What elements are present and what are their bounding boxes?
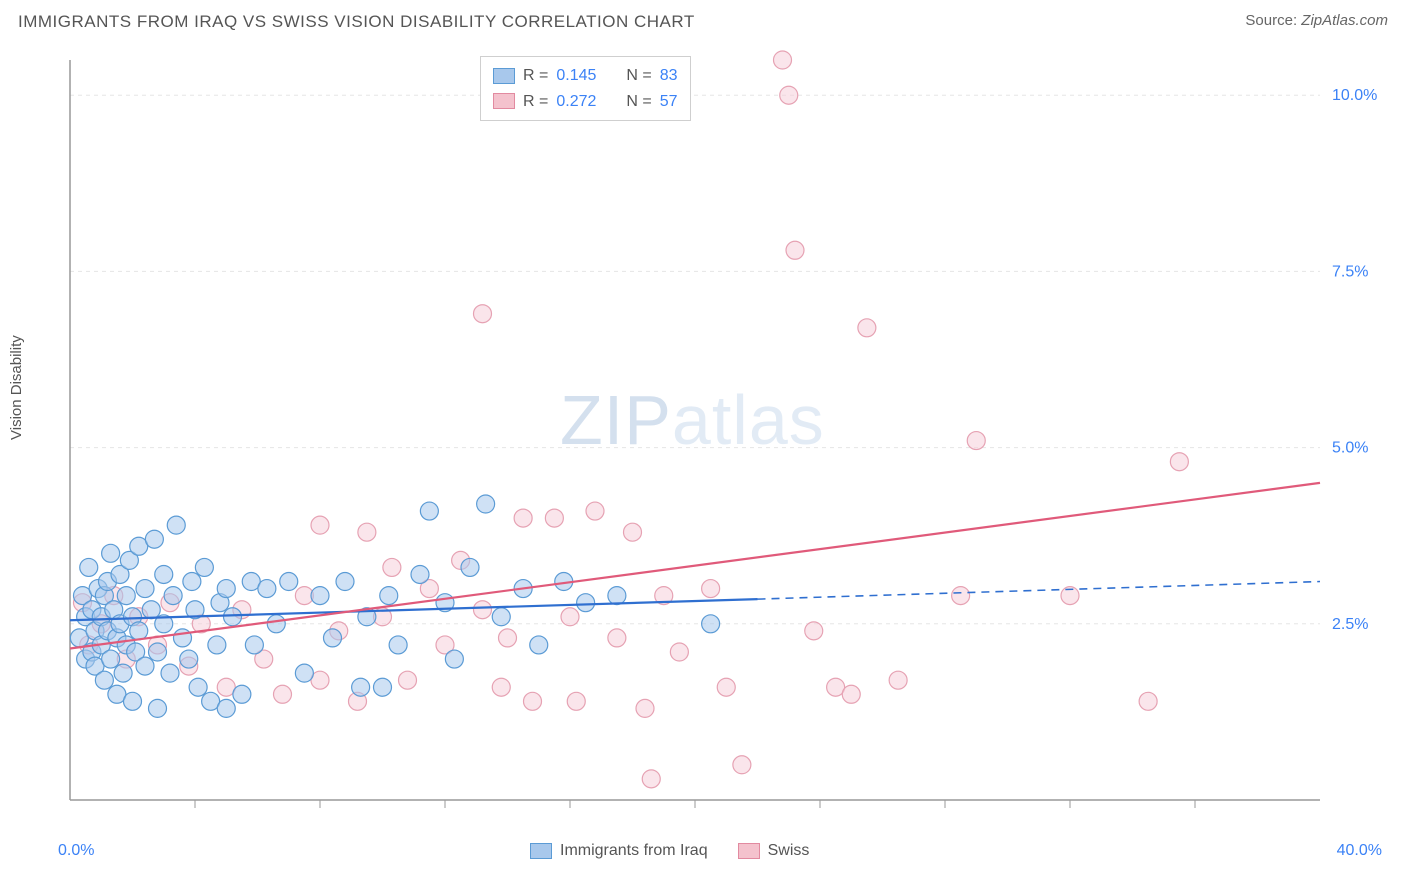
chart-title: IMMIGRANTS FROM IRAQ VS SWISS VISION DIS… [18,12,695,32]
x-axis-min: 0.0% [58,842,94,860]
svg-text:2.5%: 2.5% [1332,616,1368,633]
svg-text:10.0%: 10.0% [1332,87,1377,104]
svg-text:7.5%: 7.5% [1332,263,1368,280]
legend-series: Immigrants from Iraq Swiss [530,842,809,860]
svg-text:5.0%: 5.0% [1332,440,1368,457]
legend-correlation: R = 0.145 N = 83 R = 0.272 N = 57 [480,56,691,121]
legend-row-iraq: R = 0.145 N = 83 [493,63,678,89]
chart-area: 2.5%5.0%7.5%10.0% ZIPatlas R = 0.145 N =… [50,50,1390,840]
y-axis-label: Vision Disability [8,335,25,440]
legend-row-swiss: R = 0.272 N = 57 [493,89,678,115]
x-axis-max: 40.0% [1337,842,1382,860]
chart-source: Source: ZipAtlas.com [1245,12,1388,30]
